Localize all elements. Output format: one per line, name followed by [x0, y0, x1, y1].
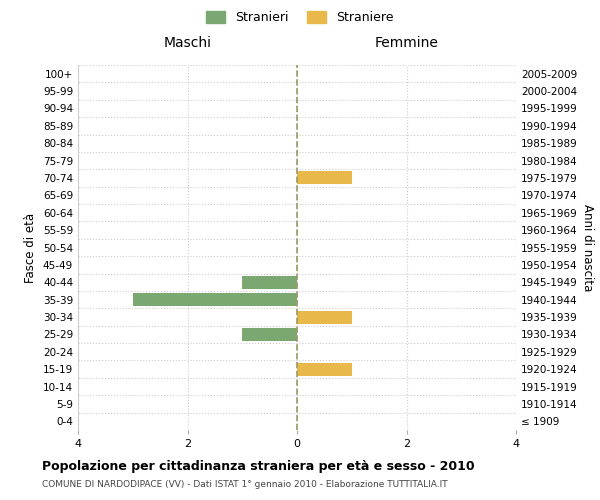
Bar [242, 276, 297, 289]
Bar [297, 172, 352, 184]
Text: Popolazione per cittadinanza straniera per età e sesso - 2010: Popolazione per cittadinanza straniera p… [42, 460, 475, 473]
Bar [297, 310, 352, 324]
Bar [297, 362, 352, 376]
Y-axis label: Fasce di età: Fasce di età [25, 212, 37, 282]
Text: Maschi: Maschi [163, 36, 212, 51]
Text: Femmine: Femmine [374, 36, 439, 51]
Y-axis label: Anni di nascita: Anni di nascita [581, 204, 594, 291]
Bar [242, 328, 297, 341]
Legend: Stranieri, Straniere: Stranieri, Straniere [202, 6, 398, 29]
Text: COMUNE DI NARDODIPACE (VV) - Dati ISTAT 1° gennaio 2010 - Elaborazione TUTTITALI: COMUNE DI NARDODIPACE (VV) - Dati ISTAT … [42, 480, 448, 489]
Bar [133, 293, 297, 306]
